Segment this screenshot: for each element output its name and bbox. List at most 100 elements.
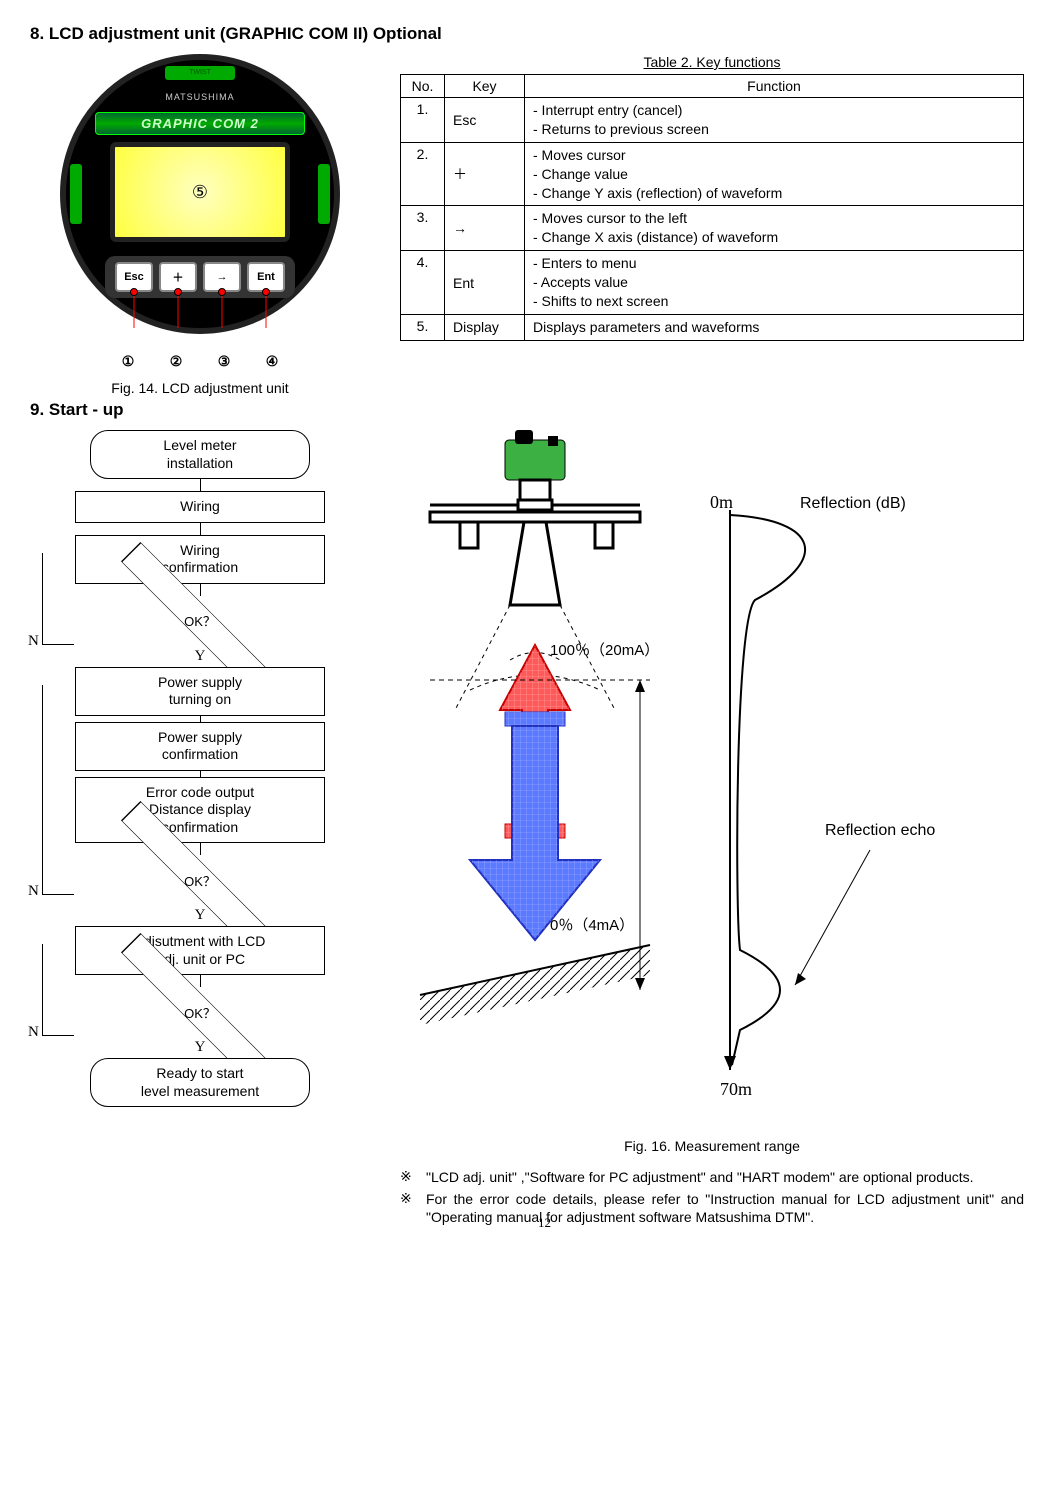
screen-marker-5: ⑤ (192, 182, 208, 203)
flow-text: Distance display (149, 801, 251, 817)
table2: Table 2. Key functions No. Key Function … (400, 54, 1024, 341)
flow-end: Ready to start level measurement (90, 1058, 310, 1107)
fn-line: - Change Y axis (reflection) of waveform (533, 184, 1015, 203)
callout-dot (130, 288, 138, 296)
fn-line: - Interrupt entry (cancel) (533, 101, 1015, 120)
key-function-table: No. Key Function 1. Esc - Interrupt entr… (400, 74, 1024, 341)
cell-fn: - Interrupt entry (cancel) - Returns to … (525, 98, 1024, 143)
cell-fn: - Enters to menu - Accepts value - Shift… (525, 251, 1024, 315)
flow-text: Ready to start (156, 1065, 243, 1081)
brand-label: MATSUSHIMA (165, 92, 234, 102)
cell-no: 2. (401, 142, 445, 206)
table2-title: Table 2. Key functions (400, 54, 1024, 70)
section8-heading: 8. LCD adjustment unit (GRAPHIC COM II) … (30, 24, 1024, 44)
cell-key: Esc (445, 98, 525, 143)
flow-text: Error code output (146, 784, 254, 800)
callout-line (222, 296, 223, 328)
notes: ※ "LCD adj. unit" ,"Software for PC adju… (400, 1168, 1024, 1227)
cell-key: → (445, 206, 525, 251)
table-row: 1. Esc - Interrupt entry (cancel) - Retu… (401, 98, 1024, 143)
note-1: ※ "LCD adj. unit" ,"Software for PC adju… (400, 1168, 1024, 1186)
callout-line (178, 296, 179, 328)
flow-text: confirmation (162, 559, 238, 575)
label-reflection-echo: Reflection echo (825, 822, 935, 839)
fig16-caption: Fig. 16. Measurement range (400, 1138, 1024, 1154)
fig16: 0m Reflection (dB) 100％（20mA） 0％（4mA） Re… (400, 430, 1024, 1231)
ground-hatching (420, 945, 650, 1025)
label-reflection-db: Reflection (dB) (800, 495, 906, 512)
cell-fn: - Moves cursor - Change value - Change Y… (525, 142, 1024, 206)
flow-Y-label: Y (30, 907, 370, 924)
flow-decision-3: OK？ (130, 987, 270, 1037)
table-header-row: No. Key Function (401, 75, 1024, 98)
decision-label: OK？ (130, 855, 270, 905)
th-key: Key (445, 75, 525, 98)
sensor-icon (430, 430, 640, 605)
plus-button[interactable]: ＋ (159, 262, 197, 292)
lcd-device: TWIST MATSUSHIMA GRAPHIC COM 2 ⑤ Esc ＋ (60, 54, 340, 334)
fig14: TWIST MATSUSHIMA GRAPHIC COM 2 ⑤ Esc ＋ (30, 54, 370, 396)
flow-connector (200, 843, 201, 855)
flow-connector (200, 975, 201, 987)
th-no: No. (401, 75, 445, 98)
callout-line (134, 296, 135, 328)
decision-label: OK？ (130, 596, 270, 646)
down-arrow-icon (470, 726, 600, 940)
flow-text: Power supply (158, 729, 242, 745)
ent-button[interactable]: Ent (247, 262, 285, 292)
th-function: Function (525, 75, 1024, 98)
table-row: 2. ＋ - Moves cursor - Change value - Cha… (401, 142, 1024, 206)
label-0m: 0m (710, 492, 733, 512)
side-grip-left (70, 164, 82, 224)
cell-key: Ent (445, 251, 525, 315)
flow-text: Power supply (158, 674, 242, 690)
ent-label: Ent (257, 271, 275, 283)
flow-loopback (42, 944, 74, 1036)
table-row: 5. Display Displays parameters and wavef… (401, 314, 1024, 340)
cell-no: 3. (401, 206, 445, 251)
fig14-caption: Fig. 14. LCD adjustment unit (30, 380, 370, 396)
table-row: 3. → - Moves cursor to the left - Change… (401, 206, 1024, 251)
page-number: 12 (538, 1215, 551, 1231)
startup-flowchart: Level meter installation Wiring N Wiring… (30, 430, 370, 1231)
cell-fn: Displays parameters and waveforms (525, 314, 1024, 340)
right-button[interactable]: → (203, 262, 241, 292)
note-text: "LCD adj. unit" ,"Software for PC adjust… (426, 1168, 974, 1186)
label-100pct: 100％（20mA） (550, 642, 659, 659)
fn-line: - Change value (533, 165, 1015, 184)
flow-decision-1: OK？ (130, 596, 270, 646)
flow-wiring: Wiring (75, 491, 325, 523)
flow-power-on: Power supply turning on (75, 667, 325, 716)
label-70m: 70m (720, 1079, 752, 1099)
flow-loopback (42, 685, 74, 895)
flow-text: installation (167, 455, 233, 471)
flow-wiring-confirm: Wiring confirmation (75, 535, 325, 584)
table-row: 4. Ent - Enters to menu - Accepts value … (401, 251, 1024, 315)
esc-button[interactable]: Esc (115, 262, 153, 292)
fn-line: - Shifts to next screen (533, 292, 1015, 311)
fn-line: - Change X axis (distance) of waveform (533, 228, 1015, 247)
label-0pct: 0％（4mA） (550, 917, 634, 934)
flow-text: confirmation (162, 746, 238, 762)
flow-power-confirm: Power supply confirmation (75, 722, 325, 771)
measurement-diagram: 0m Reflection (dB) 100％（20mA） 0％（4mA） Re… (400, 430, 1000, 1130)
fn-line: - Moves cursor (533, 146, 1015, 165)
button-numbers: ① ② ③ ④ (119, 353, 281, 370)
flow-N-label: N (28, 633, 39, 650)
flow-connector (200, 584, 201, 596)
callout-dot (174, 288, 182, 296)
flow-error-confirm: Error code output Distance display confi… (75, 777, 325, 844)
button-row: Esc ＋ → Ent (105, 256, 295, 298)
cell-key: ＋ (445, 142, 525, 206)
cell-no: 4. (401, 251, 445, 315)
flow-decision-2: OK？ (130, 855, 270, 905)
twist-knob: TWIST (165, 66, 235, 80)
flow-connector (200, 479, 201, 491)
marker-1: ① (119, 353, 137, 370)
flow-start: Level meter installation (90, 430, 310, 479)
fn-line: - Moves cursor to the left (533, 209, 1015, 228)
fn-line: - Enters to menu (533, 254, 1015, 273)
cell-no: 5. (401, 314, 445, 340)
callout-line (266, 296, 267, 328)
flow-loopback (42, 553, 74, 645)
